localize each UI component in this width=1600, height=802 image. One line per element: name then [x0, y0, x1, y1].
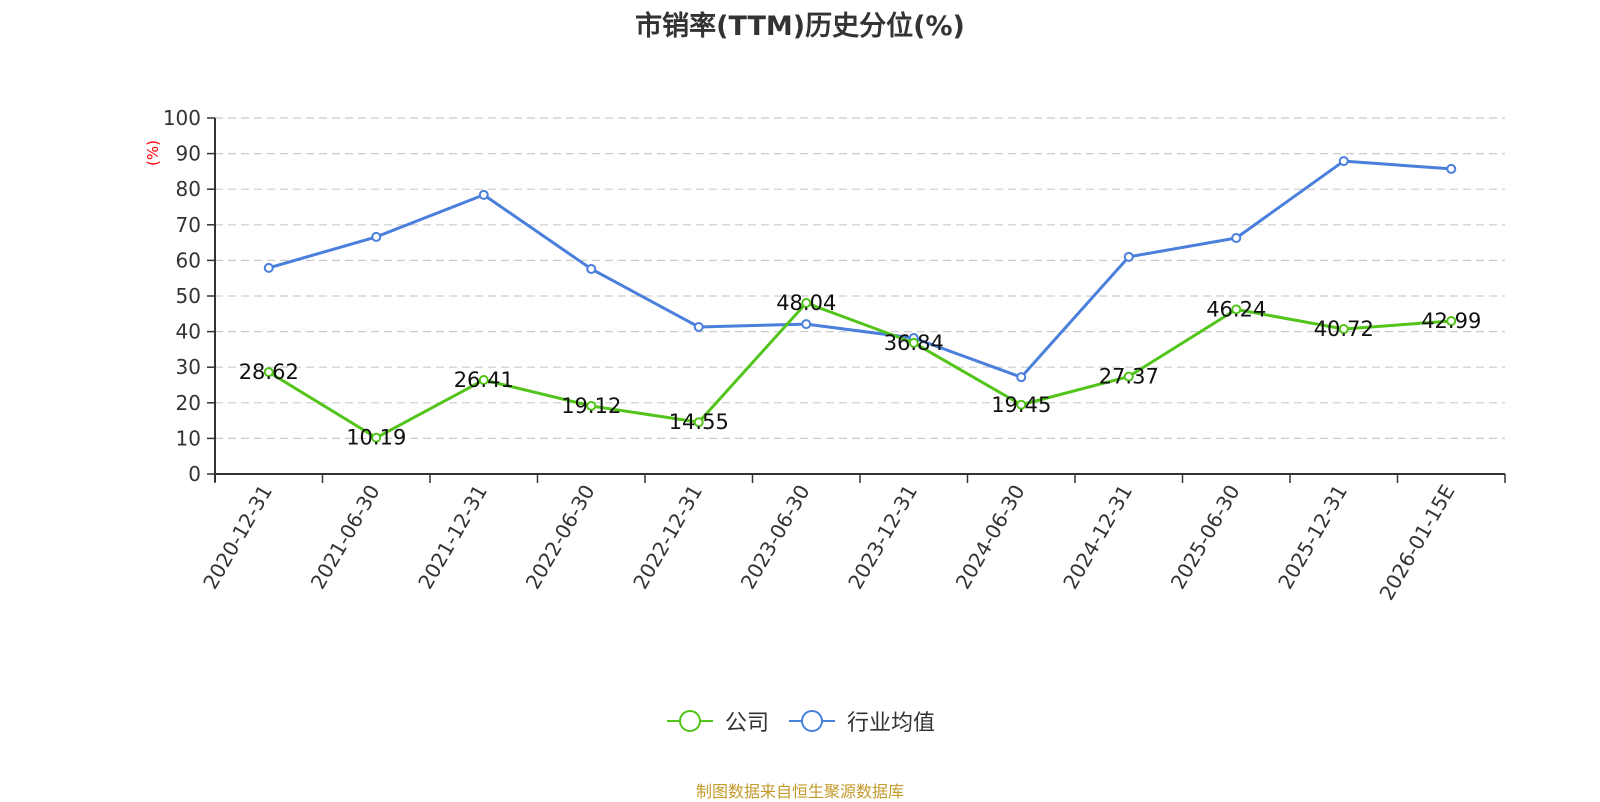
x-tick-label: 2026-01-15E [1374, 481, 1459, 605]
x-tick-label: 2025-06-30 [1166, 481, 1245, 594]
legend-label: 公司 [724, 711, 769, 736]
y-tick-label: 70 [176, 213, 201, 237]
data-point-marker [263, 367, 274, 378]
data-point-marker [1446, 315, 1457, 326]
data-point-marker [801, 297, 812, 308]
company-line [267, 301, 1452, 440]
legend-item-company[interactable]: 公司 [665, 705, 769, 737]
data-label: 46.24 [1206, 297, 1266, 321]
x-tick-label: 2021-12-31 [413, 481, 492, 594]
data-label: 26.41 [454, 368, 514, 392]
x-tick-label: 2025-12-31 [1273, 481, 1352, 594]
data-point-marker [693, 417, 704, 428]
data-label: 19.12 [561, 394, 621, 418]
y-tick-label: 50 [176, 284, 201, 308]
x-tick-label: 2022-12-31 [628, 481, 707, 594]
x-tick-label: 2022-06-30 [521, 481, 600, 594]
data-point-marker [908, 337, 919, 348]
data-point-marker [1016, 399, 1027, 410]
data-point-marker [1123, 371, 1134, 382]
data-label: 42.99 [1421, 309, 1481, 333]
industry-avg-line [268, 159, 1452, 379]
x-tick-label: 2023-06-30 [736, 481, 815, 594]
data-point-marker [1338, 156, 1349, 167]
legend: 公司 行业均值 [0, 705, 1600, 737]
source-note: 制图数据来自恒生聚源数据库 [695, 782, 904, 801]
data-point-marker [693, 321, 704, 332]
y-tick-label: 40 [176, 320, 201, 344]
legend-label: 行业均值 [847, 711, 936, 736]
y-tick-label: 60 [176, 248, 201, 272]
data-point-marker [1231, 304, 1242, 315]
data-label: 48.04 [776, 291, 836, 315]
y-tick-label: 10 [176, 426, 201, 450]
data-point-marker [586, 400, 597, 411]
x-tick-label: 2020-12-31 [198, 481, 277, 594]
data-label: 36.84 [884, 331, 944, 355]
data-point-marker [1123, 251, 1134, 262]
y-tick-label: 90 [176, 142, 201, 166]
data-label: 28.62 [239, 360, 299, 384]
y-tick-label: 100 [163, 106, 201, 130]
data-point-marker [1016, 372, 1027, 383]
data-point-marker [478, 189, 489, 200]
data-point-marker [1231, 232, 1242, 243]
data-point-marker [1446, 163, 1457, 174]
y-tick-label: 20 [176, 391, 201, 415]
data-point-marker [478, 374, 489, 385]
x-tick-label: 2024-06-30 [951, 481, 1030, 594]
data-label: 14.55 [669, 410, 729, 434]
legend-item-industry-avg[interactable]: 行业均值 [787, 705, 935, 737]
data-label: 19.45 [991, 393, 1051, 417]
x-tick-label: 2021-06-30 [306, 481, 385, 594]
y-tick-label: 0 [188, 462, 201, 486]
data-label: 10.19 [346, 426, 406, 450]
x-tick-label: 2023-12-31 [843, 481, 922, 594]
data-point-marker [371, 432, 382, 443]
data-label: 40.72 [1314, 317, 1374, 341]
data-point-marker [371, 231, 382, 242]
data-point-marker [1338, 324, 1349, 335]
data-point-marker [801, 319, 812, 330]
y-tick-label: 30 [176, 355, 201, 379]
legend-line-circle-icon [666, 710, 713, 732]
data-label: 27.37 [1099, 365, 1159, 389]
data-point-marker [263, 262, 274, 273]
data-point-marker [586, 263, 597, 274]
line-chart: 0 10 20 30 40 50 60 70 80 90 100(%) 2020-12-31 2021-… [144, 106, 1506, 605]
y-axis-unit-label: (%) [144, 140, 162, 166]
legend-line-circle-icon [789, 710, 835, 732]
x-tick-label: 2024-12-31 [1058, 481, 1137, 594]
chart-title: 市销率(TTM)历史分位(%) [635, 11, 965, 42]
y-tick-label: 80 [176, 177, 201, 201]
